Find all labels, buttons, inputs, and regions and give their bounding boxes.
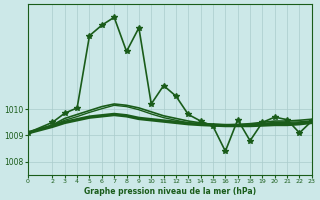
X-axis label: Graphe pression niveau de la mer (hPa): Graphe pression niveau de la mer (hPa)	[84, 187, 256, 196]
